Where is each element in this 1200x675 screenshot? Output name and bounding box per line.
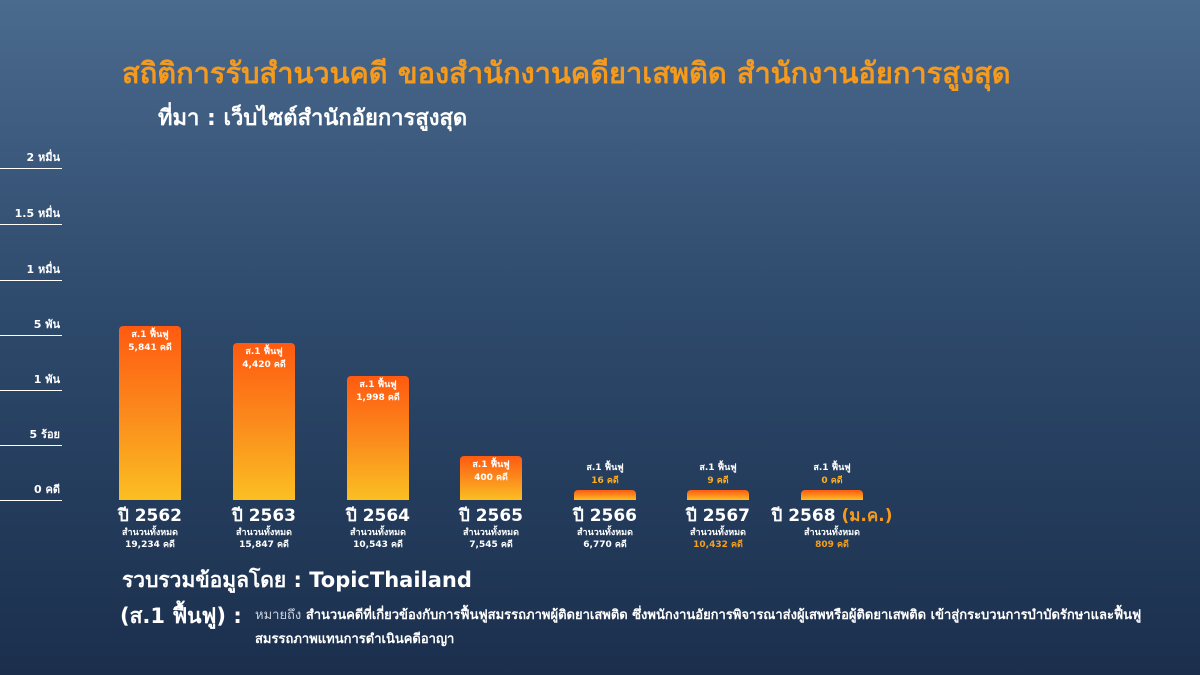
bar-value-label: ส.1 ฟื้นฟู 5,841 คดี <box>95 329 205 355</box>
chart-title: สถิติการรับสำนวนคดี ของสำนักงานคดียาเสพต… <box>122 56 1011 90</box>
bar <box>687 490 749 500</box>
bar-series-label: ส.1 ฟื้นฟู <box>245 346 283 357</box>
total-label: สำนวนทั้งหมด <box>236 528 292 538</box>
total-label: สำนวนทั้งหมด <box>463 528 519 538</box>
credit-line: รวบรวมข้อมูลโดย : TopicThailand <box>122 568 472 592</box>
y-tick: 5 พัน <box>0 318 62 336</box>
note-text: สำนวนคดีที่เกี่ยวข้องกับการฟื้นฟูสมรรถภา… <box>255 608 1142 647</box>
bar-value: 1,998 คดี <box>356 393 400 404</box>
note-definition: หมายถึง สำนวนคดีที่เกี่ยวข้องกับการฟื้นฟ… <box>255 604 1185 652</box>
y-tick: 0 คดี <box>0 483 62 501</box>
bar <box>347 376 409 500</box>
bar-value: 5,841 คดี <box>128 342 172 353</box>
y-tick-label: 1 หมื่น <box>26 263 60 276</box>
bar <box>460 456 522 500</box>
bar-value: 0 คดี <box>821 476 843 486</box>
category-year: ปี 2565 <box>458 506 524 526</box>
category-year: ปี 2566 <box>572 506 638 526</box>
total-value: 15,847 คดี <box>239 540 289 550</box>
total-value: 7,545 คดี <box>469 540 513 550</box>
y-tick: 1 พัน <box>0 373 62 391</box>
category-label: ปี 2567 สำนวนทั้งหมด 10,432 คดี <box>643 505 793 551</box>
total-value: 10,543 คดี <box>353 540 403 550</box>
y-tick-label: 1 พัน <box>33 373 60 386</box>
y-tick-label: 0 คดี <box>34 483 60 496</box>
category-suffix: (ม.ค.) <box>835 506 893 526</box>
total-value: 10,432 คดี <box>693 540 743 550</box>
bar-series-label: ส.1 ฟื้นฟู <box>472 460 510 470</box>
bar-series-label: ส.1 ฟื้นฟู <box>813 463 851 473</box>
total-value: 19,234 คดี <box>125 540 175 550</box>
bar-value: 400 คดี <box>474 473 508 483</box>
chart-source: ที่มา : เว็บไซต์สำนักอัยการสูงสุด <box>158 106 468 131</box>
total-label: สำนวนทั้งหมด <box>122 528 178 538</box>
bar-value: 16 คดี <box>591 476 619 486</box>
note-term: (ส.1 ฟื้นฟู) : <box>120 604 242 628</box>
category-year: ปี 2564 <box>345 506 411 526</box>
bar <box>574 490 636 500</box>
category-year: ปี 2563 <box>231 506 297 526</box>
bar <box>233 342 295 500</box>
y-tick: 1 หมื่น <box>0 263 62 281</box>
category-label: ปี 2563 สำนวนทั้งหมด 15,847 คดี <box>189 505 339 551</box>
bar-value-label: ส.1 ฟื้นฟู 4,420 คดี <box>209 346 319 372</box>
total-label: สำนวนทั้งหมด <box>350 528 406 538</box>
y-tick-label: 1.5 หมื่น <box>14 207 60 220</box>
category-label: ปี 2566 สำนวนทั้งหมด 6,770 คดี <box>530 505 680 551</box>
bar-value: 4,420 คดี <box>242 359 286 370</box>
bar-series-label: ส.1 ฟื้นฟู <box>131 329 169 340</box>
category-year: ปี 2562 <box>117 506 183 526</box>
bar-series-label: ส.1 ฟื้นฟู <box>359 380 397 391</box>
total-label: สำนวนทั้งหมด <box>804 528 860 538</box>
bar <box>119 325 181 500</box>
total-label: สำนวนทั้งหมด <box>690 528 746 538</box>
category-label: ปี 2565 สำนวนทั้งหมด 7,545 คดี <box>416 505 566 551</box>
category-label: ปี 2564 สำนวนทั้งหมด 10,543 คดี <box>303 505 453 551</box>
total-label: สำนวนทั้งหมด <box>577 528 633 538</box>
bar-value-label: ส.1 ฟื้นฟู 1,998 คดี <box>323 379 433 405</box>
category-label: ปี 2562 สำนวนทั้งหมด 19,234 คดี <box>75 505 225 551</box>
bar <box>801 490 863 500</box>
y-tick-label: 2 หมื่น <box>26 151 60 164</box>
note-lead: หมายถึง <box>255 608 302 623</box>
category-label: ปี 2568 (ม.ค.) สำนวนทั้งหมด 809 คดี <box>757 505 907 551</box>
bar-value-label: ส.1 ฟื้นฟู 0 คดี <box>777 462 887 488</box>
bar-series-label: ส.1 ฟื้นฟู <box>699 463 737 473</box>
y-tick: 2 หมื่น <box>0 151 62 169</box>
bar-value-label: ส.1 ฟื้นฟู 400 คดี <box>436 459 546 485</box>
bar-value-label: ส.1 ฟื้นฟู 9 คดี <box>663 462 773 488</box>
category-year: ปี 2567 <box>685 506 751 526</box>
y-tick: 5 ร้อย <box>0 428 62 446</box>
bar-value-label: ส.1 ฟื้นฟู 16 คดี <box>550 462 660 488</box>
y-tick-label: 5 ร้อย <box>29 428 60 441</box>
total-value: 809 คดี <box>815 540 849 550</box>
y-tick: 1.5 หมื่น <box>0 207 62 225</box>
y-tick-label: 5 พัน <box>33 318 60 331</box>
total-value: 6,770 คดี <box>583 540 627 550</box>
bar-series-label: ส.1 ฟื้นฟู <box>586 463 624 473</box>
bar-value: 9 คดี <box>707 476 729 486</box>
category-year: ปี 2568 (ม.ค.) <box>771 506 893 526</box>
